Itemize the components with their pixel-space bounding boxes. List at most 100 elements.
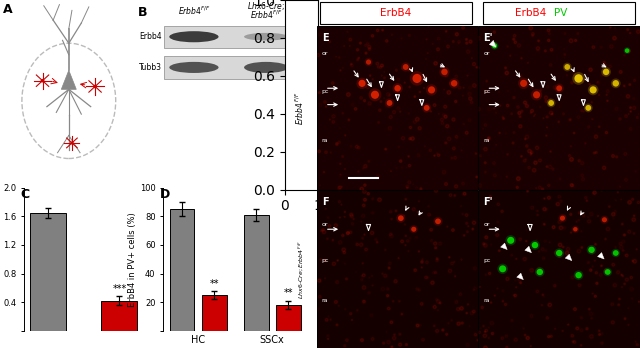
Circle shape [455, 33, 458, 36]
Circle shape [364, 198, 367, 201]
Circle shape [636, 249, 637, 250]
Text: C: C [20, 188, 29, 201]
Circle shape [459, 293, 462, 295]
Circle shape [605, 269, 611, 275]
Text: pc: pc [322, 259, 329, 263]
Circle shape [635, 171, 636, 172]
Circle shape [332, 82, 334, 85]
Circle shape [433, 104, 436, 106]
Circle shape [466, 313, 467, 314]
Circle shape [324, 151, 328, 154]
Circle shape [573, 341, 576, 343]
Circle shape [612, 36, 616, 40]
Circle shape [346, 231, 349, 235]
Circle shape [536, 49, 539, 52]
Circle shape [632, 106, 636, 110]
Circle shape [357, 146, 360, 149]
Circle shape [387, 288, 389, 290]
Circle shape [338, 141, 340, 143]
Circle shape [424, 146, 426, 147]
Circle shape [548, 335, 550, 338]
Circle shape [506, 176, 508, 177]
Circle shape [424, 276, 428, 279]
Circle shape [385, 40, 388, 42]
Ellipse shape [244, 33, 288, 41]
Circle shape [467, 231, 468, 233]
Circle shape [481, 34, 482, 35]
Circle shape [577, 116, 580, 119]
Circle shape [632, 260, 634, 262]
Circle shape [332, 120, 335, 124]
Circle shape [621, 223, 623, 225]
Circle shape [435, 219, 441, 224]
Text: ra: ra [322, 138, 328, 143]
Circle shape [499, 92, 500, 93]
Circle shape [354, 108, 357, 110]
Circle shape [356, 49, 359, 51]
Circle shape [362, 237, 364, 239]
Circle shape [614, 211, 616, 213]
Circle shape [499, 265, 506, 272]
Circle shape [447, 45, 449, 48]
Circle shape [344, 263, 346, 264]
Circle shape [638, 301, 639, 302]
Circle shape [436, 153, 438, 154]
Circle shape [419, 324, 421, 326]
Circle shape [545, 100, 548, 103]
Circle shape [544, 96, 548, 99]
Circle shape [593, 191, 596, 195]
Circle shape [368, 102, 371, 105]
Circle shape [605, 238, 607, 240]
Circle shape [399, 343, 402, 346]
Circle shape [589, 335, 593, 338]
Circle shape [474, 287, 477, 290]
Circle shape [573, 132, 575, 134]
Circle shape [530, 315, 533, 318]
Circle shape [559, 200, 563, 203]
Circle shape [563, 227, 566, 229]
Circle shape [366, 85, 369, 89]
Circle shape [317, 53, 320, 57]
Circle shape [436, 299, 438, 301]
Circle shape [595, 295, 596, 297]
Circle shape [571, 184, 574, 187]
Circle shape [518, 125, 522, 128]
Circle shape [576, 327, 579, 330]
Text: E': E' [483, 33, 493, 44]
Bar [102, 301, 138, 331]
Circle shape [565, 251, 569, 255]
Circle shape [588, 247, 595, 253]
Circle shape [392, 111, 396, 114]
Circle shape [470, 101, 473, 104]
Circle shape [336, 324, 338, 326]
Circle shape [404, 224, 406, 225]
Circle shape [506, 346, 508, 348]
Text: ***: *** [112, 284, 127, 293]
Circle shape [383, 88, 385, 89]
Circle shape [476, 176, 477, 178]
Circle shape [477, 339, 479, 341]
Circle shape [491, 42, 499, 50]
Circle shape [511, 113, 513, 115]
Circle shape [576, 221, 577, 222]
Circle shape [555, 328, 556, 329]
Circle shape [376, 29, 379, 32]
Circle shape [531, 34, 534, 37]
Circle shape [449, 78, 460, 89]
Circle shape [428, 26, 429, 27]
Circle shape [468, 226, 469, 227]
Circle shape [328, 224, 331, 227]
Circle shape [364, 44, 367, 46]
Circle shape [603, 69, 609, 75]
Circle shape [378, 109, 381, 111]
Circle shape [426, 84, 437, 96]
Circle shape [477, 37, 481, 40]
Circle shape [451, 319, 452, 321]
Circle shape [334, 224, 337, 227]
Circle shape [318, 92, 321, 94]
Circle shape [616, 156, 618, 158]
Circle shape [602, 217, 607, 222]
Polygon shape [565, 254, 572, 261]
Circle shape [630, 107, 632, 109]
Circle shape [408, 251, 409, 252]
